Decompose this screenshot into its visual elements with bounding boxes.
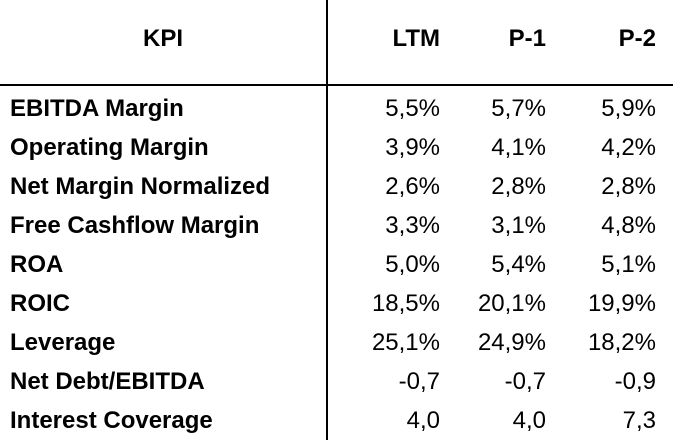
value-p-2: 19,9%	[587, 290, 656, 317]
header-kpi: KPI	[142, 25, 183, 52]
table-row: Free Cashflow Margin 3,3% 3,1% 4,8%	[0, 206, 681, 245]
table-row: Operating Margin 3,9% 4,1% 4,2%	[0, 128, 681, 167]
value-p-1: 2,8%	[491, 173, 546, 200]
value-ltm: 5,5%	[385, 95, 440, 122]
value-p-1: 4,0	[512, 407, 546, 434]
kpi-name: Net Margin Normalized	[10, 173, 271, 200]
value-p-2: 5,9%	[601, 95, 656, 122]
value-p-1: -0,7	[504, 368, 546, 395]
kpi-name: Operating Margin	[10, 134, 209, 161]
table-row: ROIC 18,5% 20,1% 19,9%	[0, 284, 681, 323]
value-ltm: 25,1%	[371, 329, 440, 356]
value-ltm: 3,3%	[385, 212, 440, 239]
kpi-name: Free Cashflow Margin	[10, 212, 260, 239]
header-p-1: P-1	[508, 25, 546, 52]
kpi-name: ROIC	[10, 290, 70, 317]
table-row: Net Margin Normalized 2,6% 2,8% 2,8%	[0, 167, 681, 206]
value-p-1: 5,4%	[491, 251, 546, 278]
header-divider	[0, 84, 673, 86]
value-p-2: 5,1%	[601, 251, 656, 278]
value-ltm: 5,0%	[385, 251, 440, 278]
table-row: EBITDA Margin 5,5% 5,7% 5,9%	[0, 89, 681, 128]
column-divider	[326, 0, 328, 440]
table-row: Leverage 25,1% 24,9% 18,2%	[0, 323, 681, 362]
kpi-name: Interest Coverage	[10, 407, 213, 434]
value-p-2: 2,8%	[601, 173, 656, 200]
kpi-name: ROA	[10, 251, 64, 278]
value-ltm: 18,5%	[371, 290, 440, 317]
value-p-2: -0,9	[614, 368, 656, 395]
header-p-2: P-2	[618, 25, 656, 52]
value-p-1: 20,1%	[477, 290, 546, 317]
table-row: Interest Coverage 4,0 4,0 7,3	[0, 401, 681, 440]
kpi-name: EBITDA Margin	[10, 95, 184, 122]
value-p-2: 18,2%	[587, 329, 656, 356]
value-p-1: 24,9%	[477, 329, 546, 356]
value-p-1: 3,1%	[491, 212, 546, 239]
value-p-2: 4,2%	[601, 134, 656, 161]
table-row: ROA 5,0% 5,4% 5,1%	[0, 245, 681, 284]
value-p-1: 5,7%	[491, 95, 546, 122]
kpi-name: Leverage	[10, 329, 116, 356]
table-body: EBITDA Margin 5,5% 5,7% 5,9% Operating M…	[0, 89, 681, 440]
value-ltm: -0,7	[398, 368, 440, 395]
table-row: Net Debt/EBITDA -0,7 -0,7 -0,9	[0, 362, 681, 401]
value-p-1: 4,1%	[491, 134, 546, 161]
value-p-2: 4,8%	[601, 212, 656, 239]
value-ltm: 4,0	[406, 407, 440, 434]
value-p-2: 7,3	[622, 407, 656, 434]
header-ltm: LTM	[392, 25, 440, 52]
value-ltm: 3,9%	[385, 134, 440, 161]
value-ltm: 2,6%	[385, 173, 440, 200]
kpi-name: Net Debt/EBITDA	[10, 368, 205, 395]
